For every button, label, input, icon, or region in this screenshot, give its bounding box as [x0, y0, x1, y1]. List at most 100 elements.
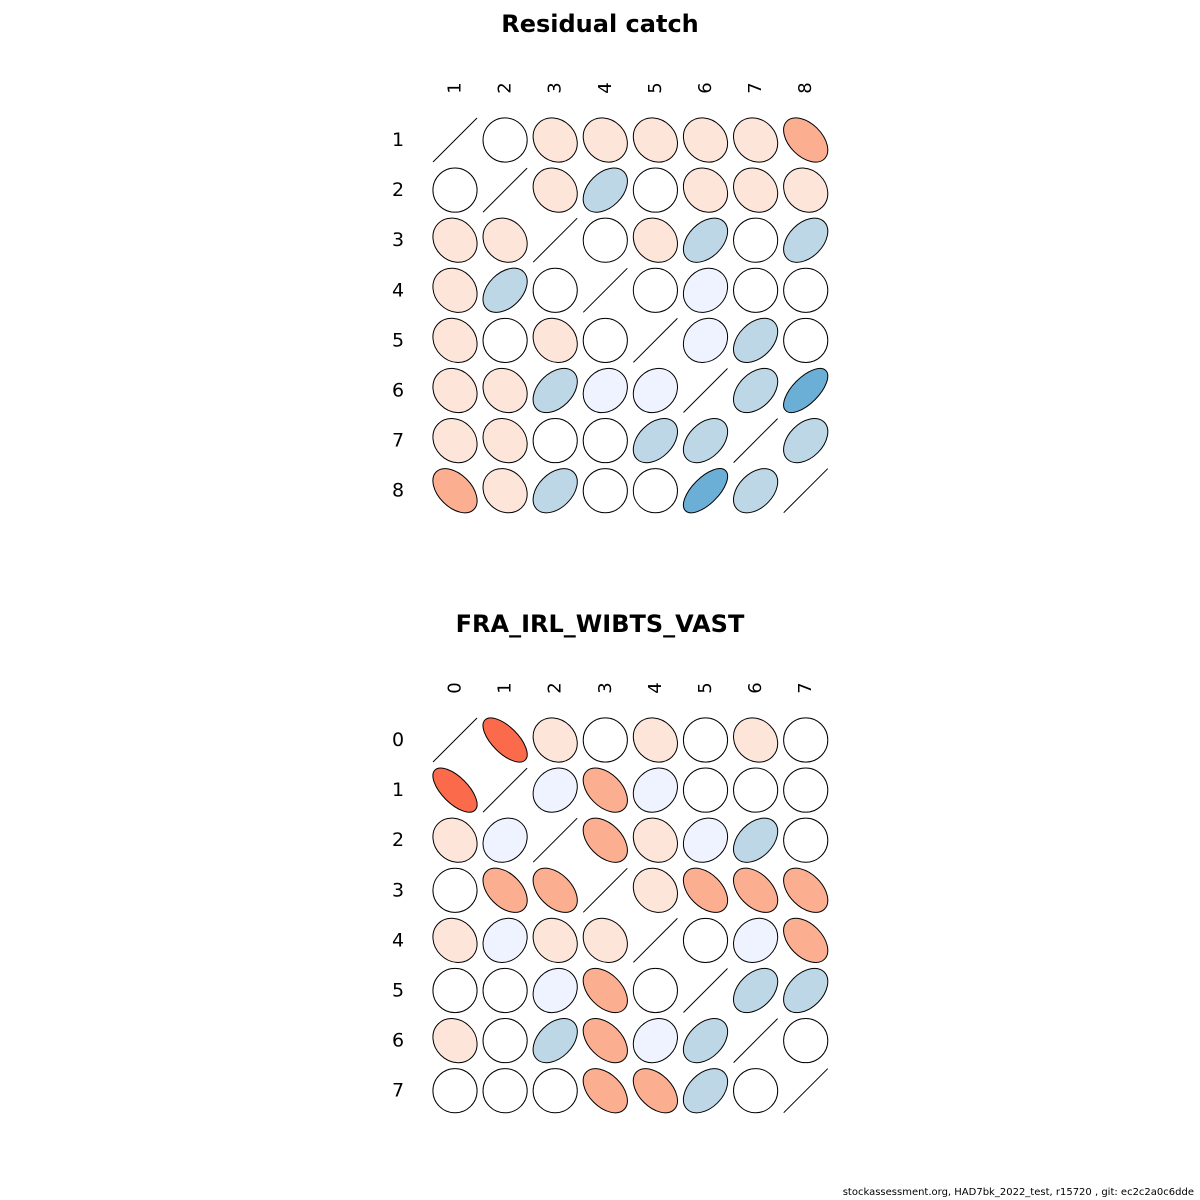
- correlation-ellipse: [733, 867, 779, 913]
- correlation-ellipse: [682, 468, 729, 514]
- correlation-ellipse: [482, 117, 528, 163]
- row-label: 4: [392, 279, 404, 301]
- correlation-ellipse: [632, 867, 678, 913]
- column-label: 4: [645, 682, 666, 693]
- correlation-ellipse: [582, 1018, 628, 1064]
- row-label: 6: [392, 380, 404, 402]
- diagonal-line: [482, 167, 528, 213]
- correlation-ellipse: [582, 767, 628, 813]
- column-label: 3: [595, 682, 616, 693]
- correlation-ellipse: [432, 1068, 478, 1114]
- correlation-ellipse: [682, 317, 729, 363]
- correlation-ellipse: [582, 817, 628, 863]
- column-label: 3: [545, 82, 566, 93]
- correlation-ellipse: [632, 367, 678, 414]
- row-label: 6: [392, 1030, 404, 1052]
- correlation-ellipse: [432, 917, 478, 963]
- row-label: 1: [392, 129, 404, 151]
- column-label: 2: [495, 82, 516, 93]
- diagonal-line: [733, 1018, 778, 1063]
- correlation-ellipse: [783, 418, 829, 464]
- diagonal-line: [482, 767, 528, 813]
- correlation-ellipse: [682, 1018, 729, 1064]
- correlation-ellipse: [682, 217, 729, 263]
- row-label: 3: [392, 879, 404, 901]
- correlation-ellipse: [682, 1068, 729, 1114]
- correlation-ellipse: [783, 267, 829, 313]
- correlation-ellipse: [432, 867, 478, 913]
- correlation-ellipse: [482, 267, 528, 313]
- correlation-ellipse: [432, 817, 478, 863]
- correlation-ellipse: [783, 117, 829, 163]
- correlation-ellipse: [432, 468, 478, 514]
- correlation-ellipse: [532, 167, 578, 213]
- correlation-ellipse: [582, 317, 628, 363]
- correlation-ellipse: [733, 817, 779, 863]
- diagonal-line: [432, 717, 478, 763]
- correlation-ellipse: [632, 468, 678, 514]
- row-label: 7: [392, 430, 404, 452]
- column-label: 0: [445, 682, 466, 693]
- correlation-ellipse: [733, 1068, 779, 1114]
- column-label: 4: [595, 82, 616, 93]
- column-label: 2: [545, 682, 566, 693]
- correlation-ellipse: [582, 117, 628, 163]
- correlation-ellipse: [582, 217, 628, 263]
- correlation-ellipse: [432, 767, 478, 813]
- correlation-ellipse: [783, 967, 829, 1014]
- correlation-matrix-0: 1 2 3 4 5 6 7 8 1 2 3 4 5 6 7 8: [392, 82, 829, 514]
- correlation-ellipse: [733, 267, 779, 313]
- correlation-ellipse: [482, 468, 528, 514]
- correlation-ellipse: [733, 717, 779, 763]
- correlation-ellipse: [783, 367, 829, 414]
- correlation-ellipse: [632, 267, 678, 313]
- correlation-ellipse: [582, 967, 628, 1014]
- correlation-ellipse: [783, 317, 829, 363]
- row-label: 5: [392, 329, 404, 351]
- correlation-ellipse: [783, 167, 829, 213]
- correlation-ellipse: [733, 217, 779, 263]
- row-label: 8: [392, 480, 404, 502]
- correlation-ellipse: [482, 817, 528, 863]
- correlation-ellipse: [582, 418, 628, 464]
- correlation-ellipse: [632, 717, 678, 763]
- correlation-ellipse: [632, 1068, 678, 1114]
- correlation-ellipse: [482, 317, 528, 363]
- correlation-ellipse: [733, 167, 779, 213]
- correlation-ellipse: [532, 367, 578, 414]
- row-label: 2: [392, 829, 404, 851]
- chart-title-residual-catch: Residual catch: [501, 10, 699, 38]
- correlation-ellipse: [482, 217, 528, 263]
- column-label: 6: [745, 682, 766, 693]
- correlation-ellipse: [632, 967, 678, 1014]
- correlation-ellipse: [532, 267, 578, 313]
- diagonal-line: [582, 867, 628, 913]
- correlation-ellipse: [632, 117, 678, 163]
- column-label: 6: [695, 82, 716, 93]
- correlation-ellipse: [432, 418, 478, 464]
- diagonal-line: [633, 318, 678, 363]
- correlation-ellipse: [532, 468, 578, 514]
- correlation-ellipse: [733, 967, 779, 1014]
- correlation-ellipse: [783, 817, 829, 863]
- correlation-ellipse: [733, 117, 779, 163]
- diagonal-line: [532, 217, 578, 263]
- correlation-ellipse: [682, 117, 729, 163]
- correlation-ellipse: [582, 468, 628, 514]
- correlation-ellipse: [432, 367, 478, 414]
- column-label: 1: [495, 682, 516, 693]
- correlation-ellipse: [432, 317, 478, 363]
- diagonal-line: [582, 267, 628, 313]
- correlation-ellipse: [432, 267, 478, 313]
- correlation-ellipse: [432, 167, 478, 213]
- correlation-ellipse: [532, 418, 578, 464]
- correlation-ellipse: [682, 917, 729, 963]
- diagonal-line: [683, 968, 728, 1013]
- diagonal-line: [783, 1068, 829, 1114]
- correlation-ellipse: [532, 717, 578, 763]
- correlation-ellipse: [733, 767, 779, 813]
- correlation-matrix-1: 0 1 2 3 4 5 6 7 0 1 2 3 4 5 6 7: [392, 682, 829, 1114]
- correlation-ellipse: [532, 117, 578, 163]
